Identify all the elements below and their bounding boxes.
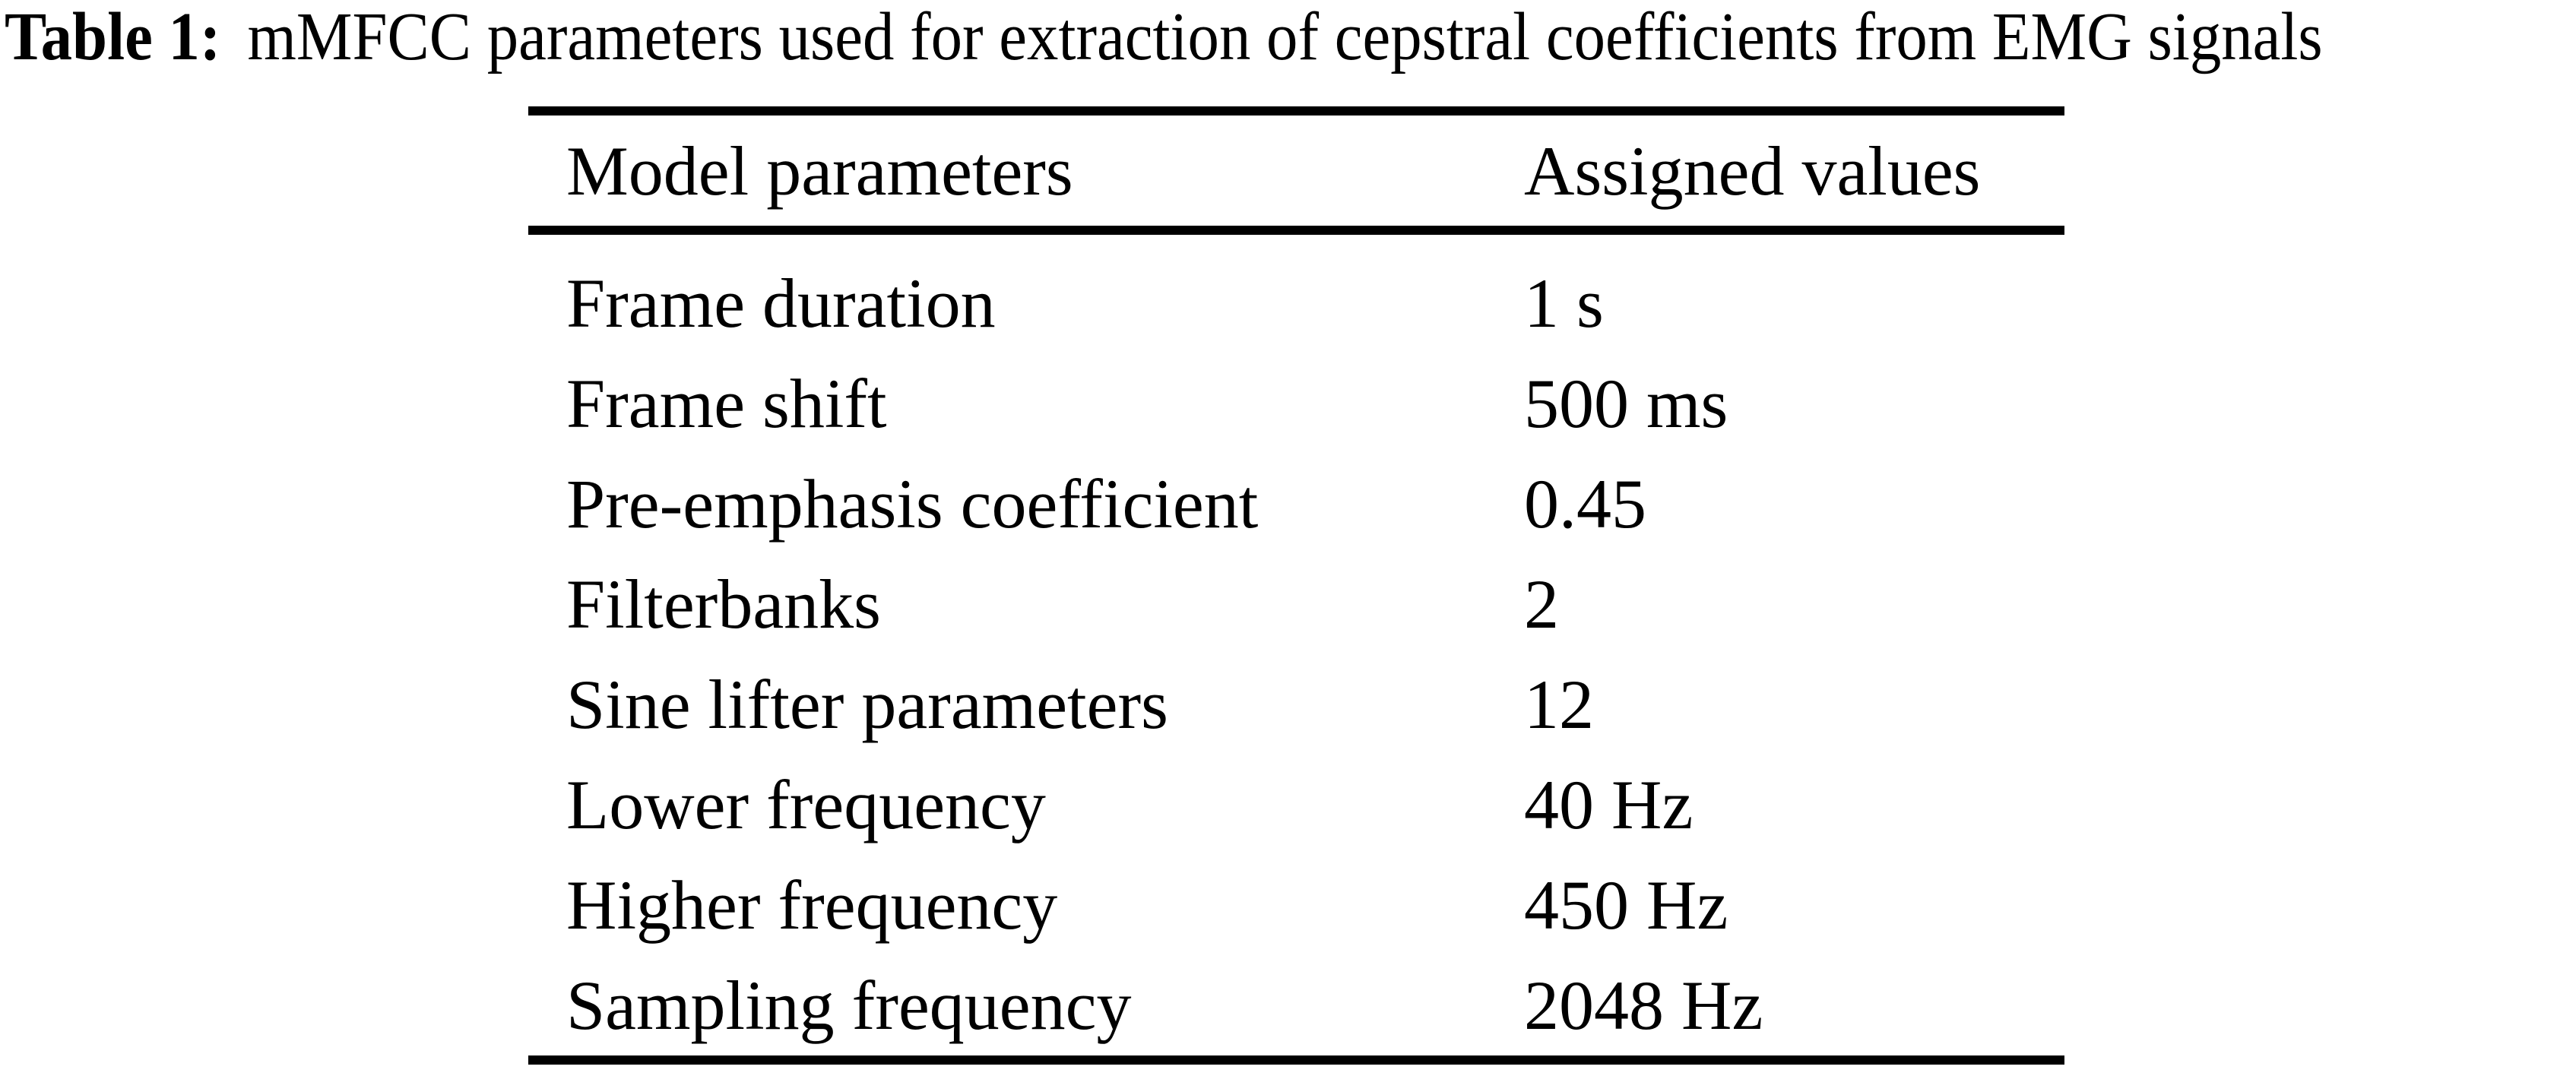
param-cell: Sampling frequency bbox=[566, 967, 1132, 1044]
table-caption-text: mMFCC parameters used for extraction of … bbox=[247, 0, 2323, 74]
value-cell: 40 Hz bbox=[1524, 766, 1694, 843]
table-row: Frame shift 500 ms bbox=[528, 353, 2064, 454]
param-cell: Pre-emphasis coefficient bbox=[566, 465, 1259, 543]
value-cell: 2 bbox=[1524, 565, 1559, 643]
parameters-table: Model parameters Assigned values Frame d… bbox=[528, 106, 2064, 1065]
table-row: Frame duration 1 s bbox=[528, 230, 2064, 353]
param-cell: Higher frequency bbox=[566, 866, 1058, 944]
value-cell: 2048 Hz bbox=[1524, 967, 1763, 1044]
table-row: Pre-emphasis coefficient 0.45 bbox=[528, 454, 2064, 554]
value-cell: 450 Hz bbox=[1524, 866, 1728, 944]
table-row: Filterbanks 2 bbox=[528, 554, 2064, 654]
table-body: Frame duration 1 s Frame shift 500 ms Pre-em… bbox=[528, 230, 2064, 1060]
table-row: Lower frequency 40 Hz bbox=[528, 755, 2064, 855]
table-caption-label: Table 1: bbox=[5, 0, 221, 74]
table-caption: Table 1: mMFCC parameters used for extrac… bbox=[5, 0, 2323, 74]
parameters-table-wrap: Model parameters Assigned values Frame d… bbox=[528, 106, 2064, 1065]
header-row: Model parameters Assigned values bbox=[528, 111, 2064, 235]
column-header-assigned-values: Assigned values bbox=[1524, 111, 2064, 235]
column-header-model-parameters: Model parameters bbox=[528, 111, 1524, 235]
table-row: Sine lifter parameters 12 bbox=[528, 654, 2064, 755]
value-cell: 500 ms bbox=[1524, 365, 1728, 442]
table-row: Sampling frequency 2048 Hz bbox=[528, 955, 2064, 1060]
param-cell: Frame duration bbox=[566, 264, 996, 342]
value-cell: 0.45 bbox=[1524, 465, 1646, 543]
param-cell: Filterbanks bbox=[566, 565, 881, 643]
value-cell: 1 s bbox=[1524, 264, 1604, 342]
value-cell: 12 bbox=[1524, 666, 1594, 743]
param-cell: Frame shift bbox=[566, 365, 887, 442]
param-cell: Lower frequency bbox=[566, 766, 1046, 843]
table-row: Higher frequency 450 Hz bbox=[528, 855, 2064, 955]
param-cell: Sine lifter parameters bbox=[566, 666, 1168, 743]
